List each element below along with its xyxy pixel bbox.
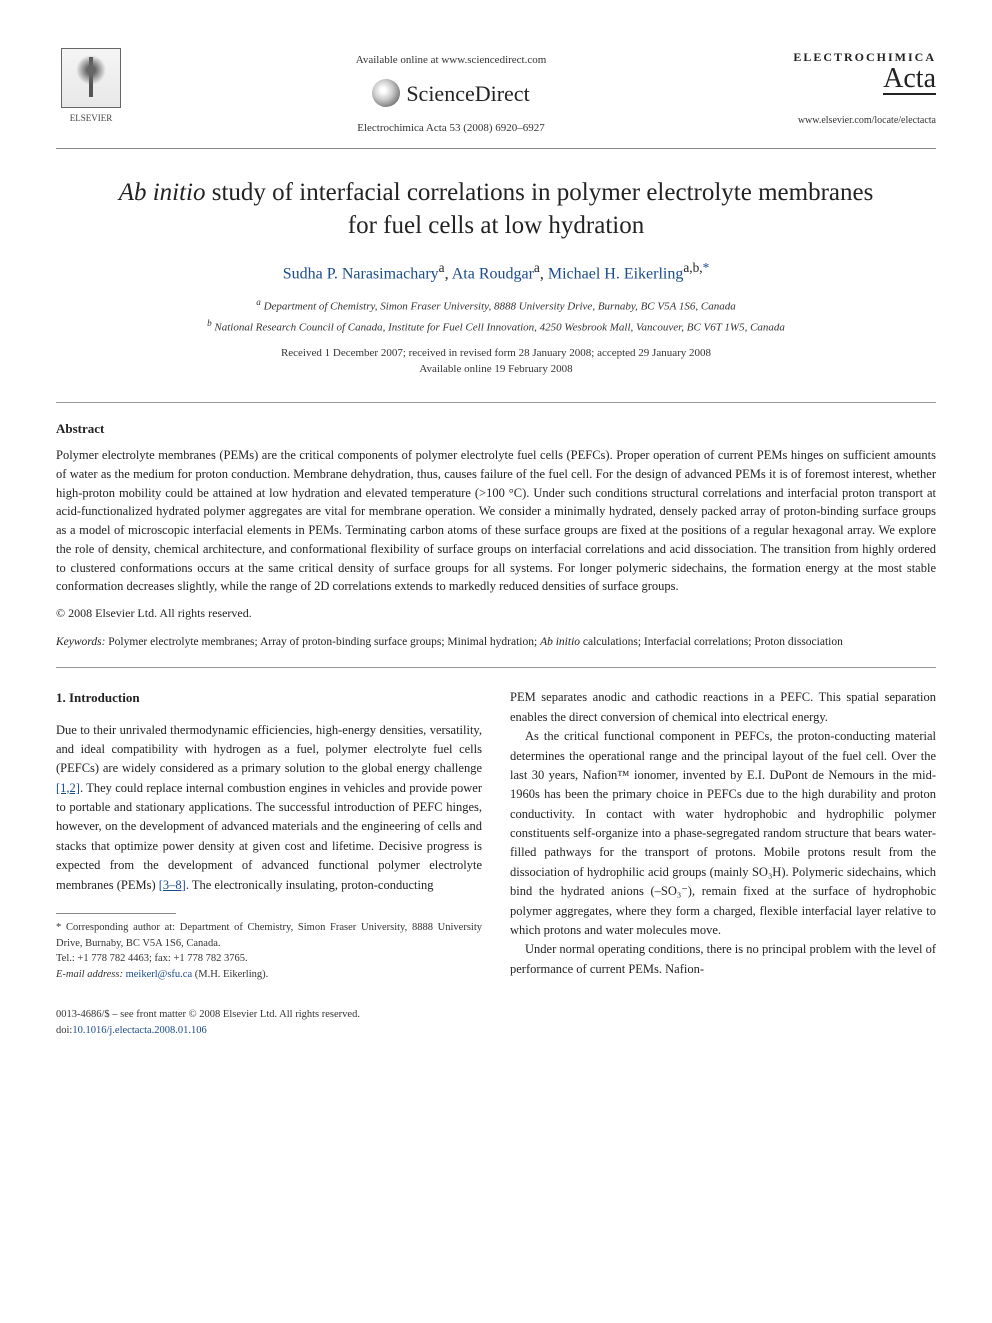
title-italic-prefix: Ab initio xyxy=(119,179,206,206)
footer-doi-label: doi: xyxy=(56,1025,72,1036)
column-right: PEM separates anodic and cathodic reacti… xyxy=(510,688,936,983)
author-link-1[interactable]: Sudha P. Narasimachary xyxy=(283,265,439,282)
footnote-email-who: (M.H. Eikerling). xyxy=(195,969,269,980)
keywords-label: Keywords: xyxy=(56,636,105,648)
author-list: Sudha P. Narasimacharya, Ata Roudgara, M… xyxy=(56,258,936,286)
body-p1: Due to their unrivaled thermodynamic eff… xyxy=(56,721,482,895)
affiliation-a: a Department of Chemistry, Simon Fraser … xyxy=(136,296,856,315)
dates-line-2: Available online 19 February 2008 xyxy=(56,361,936,378)
keywords-block: Keywords: Polymer electrolyte membranes;… xyxy=(56,634,936,651)
journal-name-script: Acta xyxy=(883,66,936,95)
footnote-email-line: E-mail address: meikerl@sfu.ca (M.H. Eik… xyxy=(56,967,482,983)
sciencedirect-swirl-icon xyxy=(372,79,400,107)
divider-bottom xyxy=(56,667,936,668)
dates-line-1: Received 1 December 2007; received in re… xyxy=(56,345,936,362)
available-online-line: Available online at www.sciencedirect.co… xyxy=(126,52,776,69)
body-p4: Under normal operating conditions, there… xyxy=(510,940,936,979)
article-dates: Received 1 December 2007; received in re… xyxy=(56,345,936,378)
cite-3-8[interactable]: [3–8] xyxy=(159,878,186,892)
intro-heading: 1. Introduction xyxy=(56,688,482,708)
abstract-heading: Abstract xyxy=(56,419,936,439)
author-2-affil: a xyxy=(534,260,540,275)
footer-doi-line: doi:10.1016/j.electacta.2008.01.106 xyxy=(56,1023,936,1039)
body-columns: 1. Introduction Due to their unrivaled t… xyxy=(56,688,936,983)
author-3-sup-letters: a,b, xyxy=(683,260,702,275)
sciencedirect-text: ScienceDirect xyxy=(406,77,529,110)
sciencedirect-logo: ScienceDirect xyxy=(126,77,776,110)
elsevier-logo: ELSEVIER xyxy=(56,48,126,126)
abstract-copyright: © 2008 Elsevier Ltd. All rights reserved… xyxy=(56,604,936,622)
article-title: Ab initio study of interfacial correlati… xyxy=(106,177,886,242)
page-footer: 0013-4686/$ – see front matter © 2008 El… xyxy=(56,1007,936,1039)
author-link-2[interactable]: Ata Roudgar xyxy=(452,265,534,282)
column-left: 1. Introduction Due to their unrivaled t… xyxy=(56,688,482,983)
body-p3: As the critical functional component in … xyxy=(510,727,936,940)
body-p2: PEM separates anodic and cathodic reacti… xyxy=(510,688,936,727)
divider-top xyxy=(56,402,936,403)
journal-masthead: ELECTROCHIMICA Acta www.elsevier.com/loc… xyxy=(776,48,936,128)
footnote-tel: Tel.: +1 778 782 4463; fax: +1 778 782 3… xyxy=(56,951,482,967)
affiliation-a-text: Department of Chemistry, Simon Fraser Un… xyxy=(264,301,736,313)
publisher-header: ELSEVIER Available online at www.science… xyxy=(56,48,936,149)
elsevier-label: ELSEVIER xyxy=(56,112,126,126)
footer-issn: 0013-4686/$ – see front matter © 2008 El… xyxy=(56,1007,936,1023)
affiliation-b: b National Research Council of Canada, I… xyxy=(136,317,856,336)
footer-doi-link[interactable]: 10.1016/j.electacta.2008.01.106 xyxy=(72,1025,206,1036)
author-1-affil: a xyxy=(439,260,445,275)
cite-1-2[interactable]: [1,2] xyxy=(56,781,80,795)
corresponding-star-link[interactable]: * xyxy=(703,260,710,275)
footnote-address: * Corresponding author at: Department of… xyxy=(56,920,482,952)
keywords-text: Polymer electrolyte membranes; Array of … xyxy=(108,636,843,648)
footnote-email-label: E-mail address: xyxy=(56,969,123,980)
footnote-separator xyxy=(56,913,176,914)
abstract-paragraph: Polymer electrolyte membranes (PEMs) are… xyxy=(56,446,936,596)
elsevier-tree-icon xyxy=(61,48,121,108)
journal-url: www.elsevier.com/locate/electacta xyxy=(776,113,936,128)
title-rest: study of interfacial correlations in pol… xyxy=(206,179,874,239)
footnote-email-link[interactable]: meikerl@sfu.ca xyxy=(126,969,193,980)
header-center: Available online at www.sciencedirect.co… xyxy=(126,48,776,136)
journal-reference: Electrochimica Acta 53 (2008) 6920–6927 xyxy=(126,120,776,137)
author-link-3[interactable]: Michael H. Eikerling xyxy=(548,265,684,282)
affiliation-b-text: National Research Council of Canada, Ins… xyxy=(214,322,785,334)
corresponding-footnote: * Corresponding author at: Department of… xyxy=(56,920,482,983)
author-3-affil: a,b,* xyxy=(683,260,709,275)
